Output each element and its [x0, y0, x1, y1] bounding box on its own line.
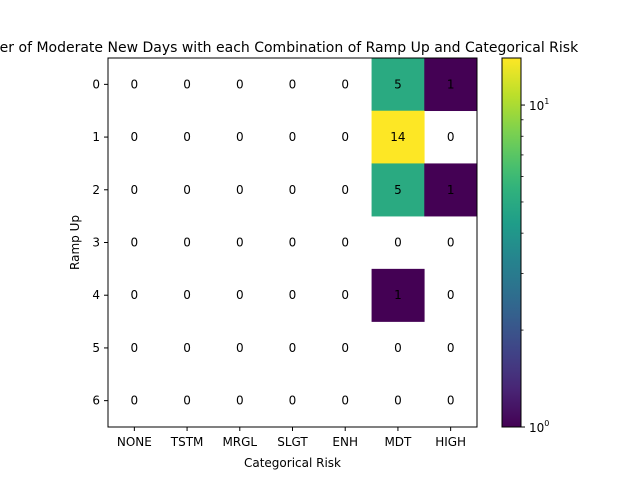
cell-value-label: 0 — [341, 183, 349, 197]
cell-value-label: 0 — [289, 77, 297, 91]
x-tick-label: MRGL — [222, 435, 257, 449]
heatmap-cell — [371, 110, 425, 164]
y-axis-label: Ramp Up — [68, 215, 82, 270]
cell-value-label: 0 — [341, 394, 349, 408]
cell-value-label: 0 — [131, 77, 139, 91]
heatmap-cell — [371, 58, 425, 112]
x-tick-label: SLGT — [277, 435, 308, 449]
x-axis-label: Categorical Risk — [244, 456, 341, 470]
y-axis: 0 1 2 3 4 5 6 — [92, 77, 108, 408]
cell-value-label: 0 — [236, 130, 244, 144]
cell-value-label: 0 — [183, 236, 191, 250]
cell-value-label: 5 — [394, 183, 402, 197]
cell-value-label: 0 — [131, 236, 139, 250]
cell-value-label: 0 — [341, 77, 349, 91]
x-axis: NONE TSTM MRGL SLGT ENH MDT HIGH — [117, 427, 466, 449]
y-tick-label: 0 — [92, 77, 100, 91]
cell-value-label: 0 — [289, 236, 297, 250]
cell-value-label: 0 — [341, 236, 349, 250]
cell-value-label: 0 — [236, 394, 244, 408]
cell-value-label: 0 — [394, 394, 402, 408]
cell-value-label: 0 — [131, 130, 139, 144]
y-tick-label: 4 — [92, 288, 100, 302]
heatmap-cell — [371, 268, 425, 322]
cell-value-label: 0 — [183, 183, 191, 197]
cell-value-label: 0 — [447, 130, 455, 144]
cell-value-label: 5 — [394, 77, 402, 91]
cell-value-label: 0 — [131, 183, 139, 197]
cell-value-label: 0 — [131, 288, 139, 302]
cell-value-label: 0 — [289, 183, 297, 197]
cell-value-label: 0 — [183, 130, 191, 144]
cell-value-label: 0 — [183, 288, 191, 302]
colorbar-ticks: 100 101 — [521, 97, 549, 435]
cell-value-label: 0 — [394, 341, 402, 355]
heatmap-cell — [424, 58, 478, 112]
cell-value-label: 0 — [183, 394, 191, 408]
heatmap-cell — [424, 163, 478, 217]
x-tick-label: TSTM — [170, 435, 204, 449]
y-tick-label: 5 — [92, 341, 100, 355]
cell-value-label: 0 — [341, 341, 349, 355]
cell-value-label: 0 — [394, 236, 402, 250]
y-tick-label: 6 — [92, 394, 100, 408]
cell-value-label: 0 — [289, 288, 297, 302]
cell-value-label: 0 — [447, 288, 455, 302]
x-tick-label: ENH — [332, 435, 358, 449]
cell-value-label: 0 — [341, 130, 349, 144]
cell-value-label: 0 — [447, 341, 455, 355]
cell-value-label: 1 — [447, 183, 455, 197]
cell-value-label: 0 — [289, 341, 297, 355]
cell-value-label: 0 — [341, 288, 349, 302]
cell-value-label: 0 — [131, 341, 139, 355]
cell-value-label: 0 — [447, 394, 455, 408]
cell-value-label: 0 — [131, 394, 139, 408]
cell-value-label: 14 — [390, 130, 405, 144]
colorbar-tick-label: 101 — [529, 97, 549, 113]
cell-value-label: 0 — [236, 236, 244, 250]
colorbar-tick-label: 100 — [529, 419, 549, 435]
cell-value-label: 0 — [289, 130, 297, 144]
heatmap-cells — [371, 58, 478, 322]
y-tick-label: 3 — [92, 236, 100, 250]
cell-value-label: 0 — [236, 183, 244, 197]
colorbar — [501, 57, 522, 428]
x-tick-label: NONE — [117, 435, 152, 449]
x-tick-label: MDT — [384, 435, 412, 449]
y-tick-label: 2 — [92, 183, 100, 197]
y-tick-label: 1 — [92, 130, 100, 144]
cell-value-label: 0 — [236, 341, 244, 355]
heatmap-cell — [371, 163, 425, 217]
cell-value-label: 1 — [447, 77, 455, 91]
cell-value-labels: 0 0 0 0 0 5 10 0 0 0 0 14 00 0 0 0 0 5 10 0 0 0 0 0 00 0 0 0 0 1 00 0 0 0… — [131, 77, 455, 407]
cell-value-label: 0 — [236, 77, 244, 91]
cell-value-label: 0 — [183, 341, 191, 355]
cell-value-label: 0 — [236, 288, 244, 302]
x-tick-label: HIGH — [435, 435, 466, 449]
cell-value-label: 1 — [394, 288, 402, 302]
cell-value-label: 0 — [183, 77, 191, 91]
cell-value-label: 0 — [289, 394, 297, 408]
chart-title: Number of Moderate New Days with each Co… — [0, 40, 579, 56]
cell-value-label: 0 — [447, 236, 455, 250]
